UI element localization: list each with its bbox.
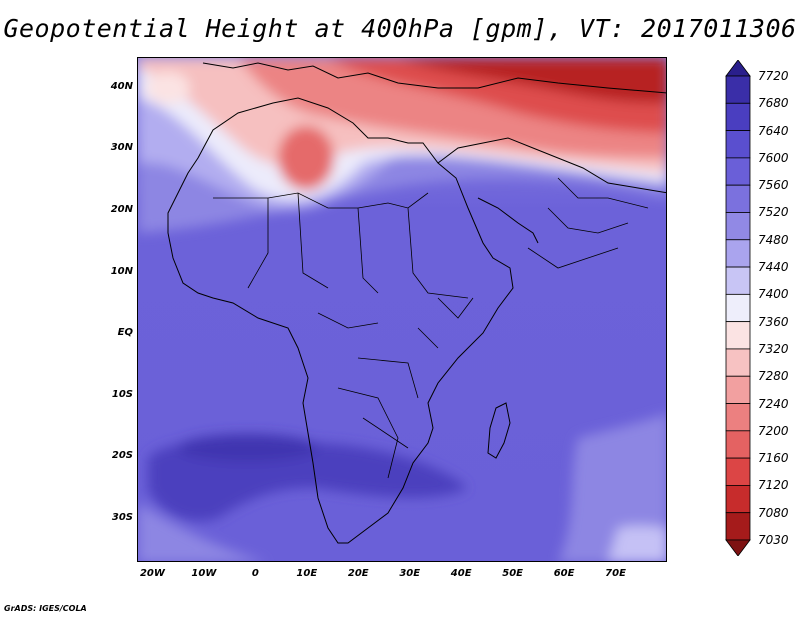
- asia-borders: [527, 177, 649, 269]
- arabia-coast: [477, 197, 539, 244]
- colorbar-bottom-arrow: [725, 539, 751, 556]
- colorbar-swatch: [725, 102, 751, 131]
- latitude-tick-label: 40N: [110, 80, 133, 92]
- colorbar-swatch: [725, 485, 751, 514]
- colorbar-tick-label: 7600: [758, 150, 789, 165]
- colorbar-top-arrow: [725, 60, 751, 77]
- latitude-tick-label: 30N: [110, 142, 133, 154]
- colorbar-tick-label: 7200: [758, 423, 789, 438]
- colorbar-tick-label: 7640: [758, 123, 789, 138]
- asia-coast: [437, 137, 666, 194]
- latitude-tick-label: 20S: [111, 450, 133, 462]
- colorbar-swatch: [725, 512, 751, 541]
- longitude-tick-label: 60E: [553, 568, 575, 579]
- colorbar: [725, 60, 751, 556]
- latitude-tick-label: EQ: [117, 327, 133, 339]
- band-sw: [138, 503, 262, 561]
- credit-text: GrADS: IGES/COLA: [4, 604, 87, 613]
- colorbar-tick-label: 7280: [758, 369, 789, 384]
- colorbar-tick-label: 7720: [758, 69, 789, 83]
- cool-patch: [146, 72, 190, 104]
- chart-title: Geopotential Height at 400hPa [gpm], VT:…: [3, 14, 797, 43]
- map-panel: [137, 57, 667, 562]
- colorbar-tick-label: 7120: [758, 478, 789, 493]
- colorbar-tick-label: 7080: [758, 505, 789, 520]
- longitude-tick-label: 50E: [502, 568, 523, 579]
- colorbar-swatch: [725, 403, 751, 432]
- colorbar-swatch: [725, 430, 751, 459]
- colorbar-tick-label: 7240: [758, 396, 789, 411]
- longitude-tick-label: 10E: [296, 568, 318, 579]
- colorbar-swatch: [725, 157, 751, 186]
- madagascar-coast: [487, 402, 511, 459]
- longitude-tick-label: 20W: [139, 568, 165, 579]
- warm-tongue: [278, 126, 334, 190]
- latitude-tick-label: 10S: [111, 388, 133, 400]
- band-7060: [398, 58, 666, 103]
- colorbar-tick-label: 7320: [758, 341, 789, 356]
- geopotential-field: [138, 58, 666, 561]
- longitude-tick-label: 0: [251, 568, 259, 579]
- colorbar-tick-label: 7030: [758, 533, 789, 547]
- colorbar-swatch: [725, 130, 751, 159]
- longitude-tick-label: 70E: [605, 568, 626, 579]
- latitude-tick-label: 10N: [110, 265, 133, 277]
- colorbar-tick-label: 7520: [758, 205, 789, 220]
- colorbar-swatch: [725, 348, 751, 377]
- colorbar-swatch: [725, 239, 751, 268]
- colorbar-swatch: [725, 321, 751, 350]
- colorbar-tick-label: 7560: [758, 178, 789, 193]
- latitude-tick-label: 30S: [111, 511, 133, 523]
- colorbar-swatch: [725, 75, 751, 104]
- coastlines: [167, 62, 666, 544]
- colorbar-tick-label: 7440: [758, 260, 789, 275]
- longitude-tick-label: 10W: [191, 568, 217, 579]
- colorbar-swatch: [725, 266, 751, 295]
- africa-coast: [167, 97, 514, 544]
- longitude-tick-label: 20E: [347, 568, 369, 579]
- band-se: [558, 413, 666, 561]
- country-borders: [213, 192, 474, 479]
- longitude-tick-label: 40E: [450, 568, 472, 579]
- colorbar-swatch: [725, 375, 751, 404]
- south-lobe-core: [178, 434, 318, 462]
- colorbar-tick-label: 7160: [758, 451, 789, 466]
- colorbar-swatch: [725, 212, 751, 241]
- colorbar-swatch: [725, 457, 751, 486]
- colorbar-tick-label: 7680: [758, 96, 789, 111]
- colorbar-swatch: [725, 184, 751, 213]
- colorbar-swatch: [725, 293, 751, 323]
- longitude-tick-label: 30E: [399, 568, 421, 579]
- colorbar-tick-label: 7360: [758, 314, 789, 329]
- band-se-light: [608, 525, 666, 561]
- europe-coast: [202, 62, 666, 94]
- colorbar-tick-label: 7400: [758, 287, 789, 302]
- colorbar-tick-label: 7480: [758, 232, 789, 247]
- latitude-tick-label: 20N: [110, 203, 133, 215]
